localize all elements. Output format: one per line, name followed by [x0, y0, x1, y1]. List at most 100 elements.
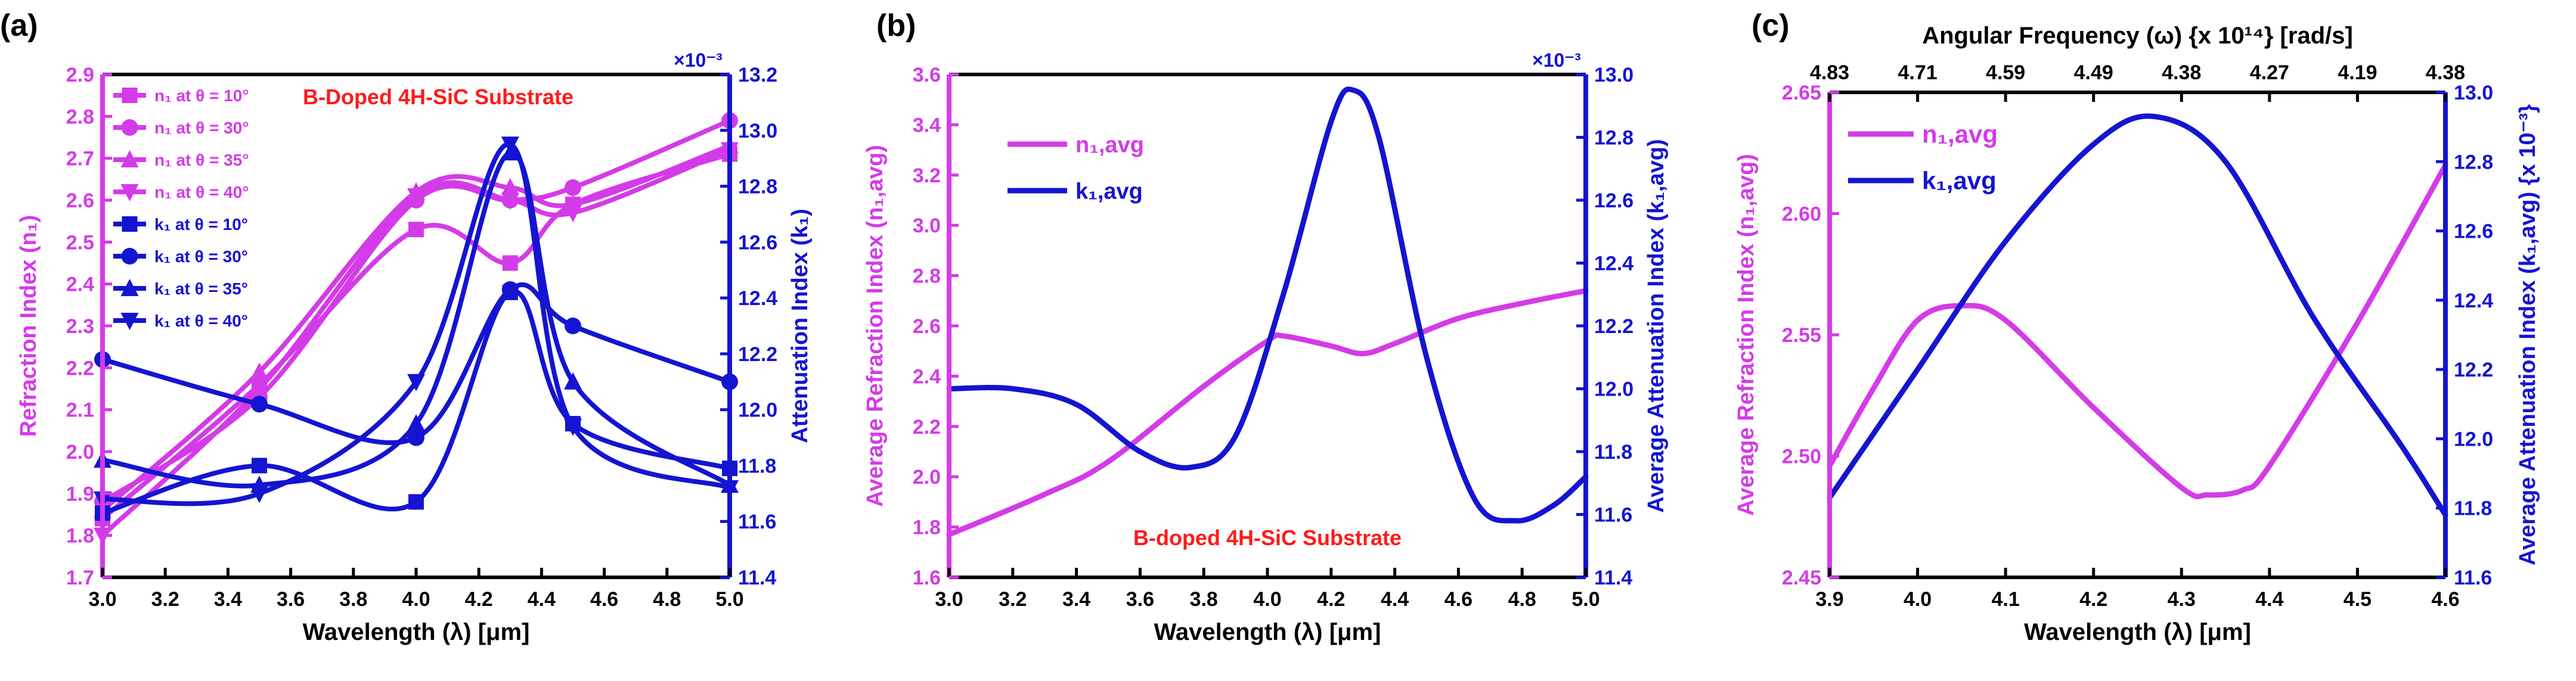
y-left-tick-label: 2.8 [66, 105, 94, 128]
legend-entry-label: n₁ at θ = 10° [154, 86, 249, 105]
y-right-tick-label: 11.6 [2454, 567, 2492, 589]
marker-triangle-up [407, 414, 425, 432]
y-left-tick-label: 2.0 [66, 441, 94, 464]
marker-square [252, 458, 267, 474]
marker-square [502, 255, 518, 271]
x-tick-label: 4.2 [2079, 588, 2107, 611]
y-left-axis-label: Average Refraction Index (n₁,avg) [863, 145, 888, 507]
marker-square [122, 88, 138, 103]
y-left-tick-label: 2.60 [1782, 203, 1821, 226]
marker-triangle-down [407, 374, 425, 391]
y-right-tick-label: 13.0 [2454, 82, 2493, 104]
x-axis-label: Wavelength (λ) [μm] [2024, 619, 2251, 645]
axes: 3.0 3.2 3.4 3.6 3.8 4.0 4.2 4.4 4.6 4.8 5.0 Wavelen… [863, 49, 1669, 645]
y-right-tick-label: 12.2 [738, 343, 777, 366]
y-left-tick-label: 2.5 [66, 231, 94, 254]
legend-entry-label: k₁ at θ = 40° [154, 312, 248, 330]
legend-entry-label: k₁,avg [1922, 167, 1997, 195]
y-left-tick-label: 2.45 [1782, 567, 1821, 589]
y-left-tick-label: 2.3 [66, 315, 94, 338]
x-tick-label: 3.2 [999, 588, 1027, 611]
top-x-tick-label: 4.83 [1810, 61, 1849, 84]
y-right-tick-label: 12.8 [2454, 151, 2493, 173]
marker-circle [408, 429, 424, 446]
y-right-tick-label: 12.6 [738, 231, 777, 254]
chart-annotation: B-Doped 4H-SiC Substrate [303, 85, 574, 109]
top-x-tick-label: 4.27 [2250, 61, 2289, 84]
y-left-tick-label: 2.4 [913, 365, 941, 388]
y-right-tick-label: 12.4 [1594, 253, 1633, 275]
x-tick-label: 4.5 [2343, 588, 2372, 611]
x-axis-label: Wavelength (λ) [μm] [303, 619, 530, 645]
y-right-tick-label: 13.0 [738, 120, 777, 142]
series-line-1 [100, 151, 732, 521]
y-left-axis-label: Average Refraction Index (n₁,avg) [1734, 154, 1759, 516]
y-right-tick-label: 11.8 [738, 455, 776, 477]
x-tick-label: 4.6 [2431, 588, 2459, 611]
y-right-axis-label: Attenuation Index (k₁) [788, 209, 813, 443]
chart-annotation: B-doped 4H-SiC Substrate [1133, 525, 1402, 550]
y-right-tick-label: 12.4 [2454, 290, 2493, 312]
y-left-tick-label: 2.9 [66, 64, 94, 86]
y-right-tick-label: 13.2 [738, 64, 777, 86]
legend-entry-label: n₁ at θ = 35° [154, 151, 249, 169]
y-right-axis-label: Average Attenuation Index (k₁,avg) [1644, 139, 1669, 512]
marker-circle [565, 318, 581, 334]
marker-triangle-down [501, 136, 519, 154]
series-group [946, 86, 1589, 537]
top-x-tick-label: 4.49 [2074, 61, 2113, 84]
marker-triangle-down [120, 313, 139, 330]
x-tick-label: 4.4 [1381, 588, 1409, 611]
y-right-tick-label: 11.8 [1594, 441, 1632, 464]
y-right-tick-label: 11.8 [2454, 497, 2492, 520]
y-right-tick-label: 12.2 [2454, 359, 2493, 381]
y-left-tick-label: 2.55 [1782, 324, 1821, 347]
y-right-tick-label: 12.6 [1594, 189, 1633, 212]
marker-circle [501, 281, 519, 298]
legend-entry-label: k₁ at θ = 30° [154, 247, 248, 266]
top-x-axis-label: Angular Frequency (ω) {x 10¹⁴} [rad/s] [1922, 23, 2353, 49]
y-right-tick-label: 11.6 [738, 511, 776, 533]
marker-square [122, 216, 138, 232]
y-left-tick-label: 3.6 [913, 64, 941, 86]
x-tick-label: 4.4 [2255, 588, 2283, 611]
marker-triangle-up [250, 362, 268, 380]
y-left-tick-label: 1.7 [66, 567, 94, 589]
x-axis-label: Wavelength (λ) [μm] [1154, 619, 1381, 645]
series-line-2 [946, 86, 1589, 524]
marker-square [408, 222, 424, 238]
y-right-tick-label: 12.4 [738, 287, 777, 310]
y-right-tick-label: 12.6 [2454, 220, 2493, 243]
y-right-tick-label: 12.0 [738, 399, 777, 422]
x-tick-label: 3.6 [1126, 588, 1154, 611]
x-tick-label: 3.9 [1815, 588, 1843, 611]
marker-triangle-down [250, 486, 268, 503]
x-tick-label: 4.2 [465, 588, 493, 611]
y-right-tick-label: 11.4 [1594, 567, 1632, 589]
y-right-tick-label: 12.0 [2454, 428, 2493, 450]
y-left-tick-label: 2.6 [913, 315, 941, 338]
x-tick-label: 3.8 [1190, 588, 1218, 611]
legend-entry-label: k₁ at θ = 35° [154, 279, 248, 298]
y-left-tick-label: 2.65 [1782, 82, 1821, 104]
marker-circle [121, 119, 138, 136]
right-axis-multiplier: ×10⁻³ [674, 49, 723, 71]
y-left-tick-label: 1.8 [913, 517, 941, 539]
top-x-tick-label: 4.38 [2426, 61, 2465, 84]
x-tick-label: 4.0 [1253, 588, 1281, 611]
top-x-tick-label: 4.59 [1986, 61, 2025, 84]
legend: n₁ at θ = 10° n₁ at θ = 30° n₁ at θ = 35° n… [113, 86, 249, 330]
series-line-1 [946, 288, 1589, 537]
marker-triangle-down [564, 418, 582, 436]
x-tick-label: 3.4 [1062, 588, 1090, 611]
x-tick-label: 4.8 [1508, 588, 1536, 611]
series-line-4 [100, 147, 732, 538]
legend-entry-label: n₁ at θ = 40° [154, 183, 249, 201]
y-left-tick-label: 2.0 [913, 466, 941, 489]
marker-triangle-up [564, 372, 582, 390]
x-tick-label: 4.2 [1317, 588, 1345, 611]
x-tick-label: 3.4 [214, 588, 242, 611]
legend: n₁,avg k₁,avg [1848, 120, 1998, 195]
x-tick-label: 4.1 [1992, 588, 2020, 611]
